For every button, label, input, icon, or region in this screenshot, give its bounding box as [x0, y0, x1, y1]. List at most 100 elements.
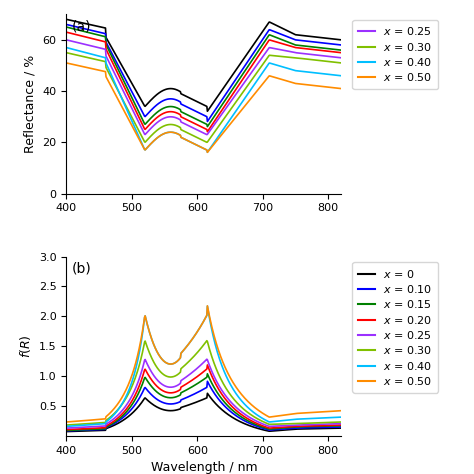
$x$ = 0.40: [213, 137, 219, 143]
$x$ = 0.15: [332, 423, 338, 429]
$x$ = 0.20: [194, 374, 200, 380]
$x$ = 0.30: [332, 419, 338, 425]
$x$ = 0.20: [228, 94, 233, 100]
$x$ = 0.40: [194, 142, 200, 148]
$x$ = 0.30: [204, 338, 210, 344]
$x$ = 0: [196, 100, 201, 105]
$x$ = 0.25: [338, 55, 344, 61]
$x$ = 0.10: [194, 390, 200, 395]
Line: $x$ = 0.15: $x$ = 0.15: [66, 27, 341, 127]
$x$ = 0.50: [290, 80, 295, 85]
$x$ = 0.40: [338, 73, 344, 79]
$x$ = 0.50: [338, 86, 344, 91]
$x$ = 0: [205, 109, 210, 114]
$x$ = 0.10: [205, 118, 210, 124]
$x$ = 0.20: [213, 117, 219, 122]
$x$ = 0.40: [290, 417, 295, 422]
$x$ = 0.15: [228, 90, 233, 95]
$x$ = 0.40: [64, 45, 69, 50]
$x$ = 0.30: [213, 128, 219, 133]
$x$ = 0.40: [228, 116, 233, 122]
$x$ = 0.50: [205, 303, 210, 309]
$x$ = 0.25: [213, 120, 219, 126]
$x$ = 0.25: [213, 377, 219, 383]
Line: $x$ = 0.40: $x$ = 0.40: [66, 47, 341, 152]
$x$ = 0.15: [332, 46, 338, 52]
$x$ = 0: [205, 391, 210, 396]
$x$ = 0.30: [64, 50, 69, 55]
$x$ = 0.25: [332, 55, 338, 60]
$x$ = 0.25: [196, 128, 201, 133]
$x$ = 0.50: [194, 329, 200, 335]
$x$ = 0.50: [338, 408, 344, 413]
$x$ = 0.15: [290, 41, 295, 46]
$x$ = 0.50: [196, 143, 201, 149]
$x$ = 0.20: [205, 129, 210, 135]
$x$ = 0.10: [213, 392, 219, 398]
$x$ = 0.10: [332, 41, 338, 47]
$x$ = 0.20: [290, 424, 295, 429]
$x$ = 0.30: [196, 136, 201, 141]
$x$ = 0.30: [194, 350, 200, 356]
$x$ = 0.40: [196, 327, 201, 333]
$x$ = 0.25: [228, 399, 233, 404]
$x$ = 0.40: [228, 382, 233, 388]
$x$ = 0: [213, 96, 219, 102]
$x$ = 0.40: [64, 424, 69, 429]
$x$ = 0.30: [338, 60, 344, 66]
$x$ = 0.25: [196, 364, 201, 370]
$x$ = 0.20: [64, 427, 69, 432]
$x$ = 0.50: [64, 419, 69, 425]
Line: $x$ = 0.10: $x$ = 0.10: [66, 381, 341, 431]
$x$ = 0.10: [290, 36, 295, 41]
$x$ = 0: [338, 37, 344, 43]
$x$ = 0.20: [205, 362, 210, 368]
$x$ = 0.30: [64, 422, 69, 428]
$x$ = 0.25: [204, 132, 210, 137]
Text: (b): (b): [72, 262, 91, 276]
X-axis label: Wavelength / nm: Wavelength / nm: [151, 461, 257, 474]
$x$ = 0.50: [228, 121, 233, 127]
$x$ = 0.20: [64, 29, 69, 35]
$x$ = 0.30: [213, 365, 219, 370]
$x$ = 0.30: [228, 107, 233, 112]
$x$ = 0.30: [290, 55, 295, 60]
$x$ = 0.30: [194, 135, 200, 140]
$x$ = 0.50: [213, 338, 219, 344]
$x$ = 0.40: [332, 72, 338, 78]
$x$ = 0: [290, 30, 295, 36]
$x$ = 0.15: [64, 24, 69, 30]
$x$ = 0: [64, 428, 69, 434]
$x$ = 0.10: [213, 106, 219, 112]
$x$ = 0.40: [205, 303, 210, 309]
$x$ = 0.40: [290, 67, 295, 73]
$x$ = 0.15: [205, 371, 210, 377]
$x$ = 0.30: [290, 421, 295, 427]
$x$ = 0.15: [205, 124, 210, 129]
Line: $x$ = 0.50: $x$ = 0.50: [66, 306, 341, 422]
$x$ = 0.40: [194, 329, 200, 335]
$x$ = 0.20: [213, 381, 219, 387]
$x$ = 0.25: [194, 127, 200, 133]
$x$ = 0.10: [290, 426, 295, 431]
$x$ = 0.15: [194, 117, 200, 122]
$x$ = 0.25: [204, 356, 210, 362]
$x$ = 0: [332, 425, 338, 431]
$x$ = 0: [290, 427, 295, 432]
$x$ = 0.10: [228, 409, 233, 414]
Line: $x$ = 0.25: $x$ = 0.25: [66, 359, 341, 428]
$x$ = 0.25: [290, 422, 295, 428]
Line: $x$ = 0.15: $x$ = 0.15: [66, 374, 341, 430]
$x$ = 0.30: [204, 139, 210, 145]
$x$ = 0.10: [64, 22, 69, 27]
$x$ = 0.20: [194, 122, 200, 128]
$x$ = 0: [194, 399, 200, 405]
$x$ = 0.40: [338, 414, 344, 420]
$x$ = 0.20: [338, 50, 344, 55]
$x$ = 0.50: [332, 408, 338, 414]
$x$ = 0.15: [194, 381, 200, 387]
$x$ = 0.50: [213, 139, 219, 145]
Y-axis label: $f(R)$: $f(R)$: [18, 335, 33, 358]
$x$ = 0.20: [332, 422, 338, 428]
$x$ = 0.15: [338, 423, 344, 428]
